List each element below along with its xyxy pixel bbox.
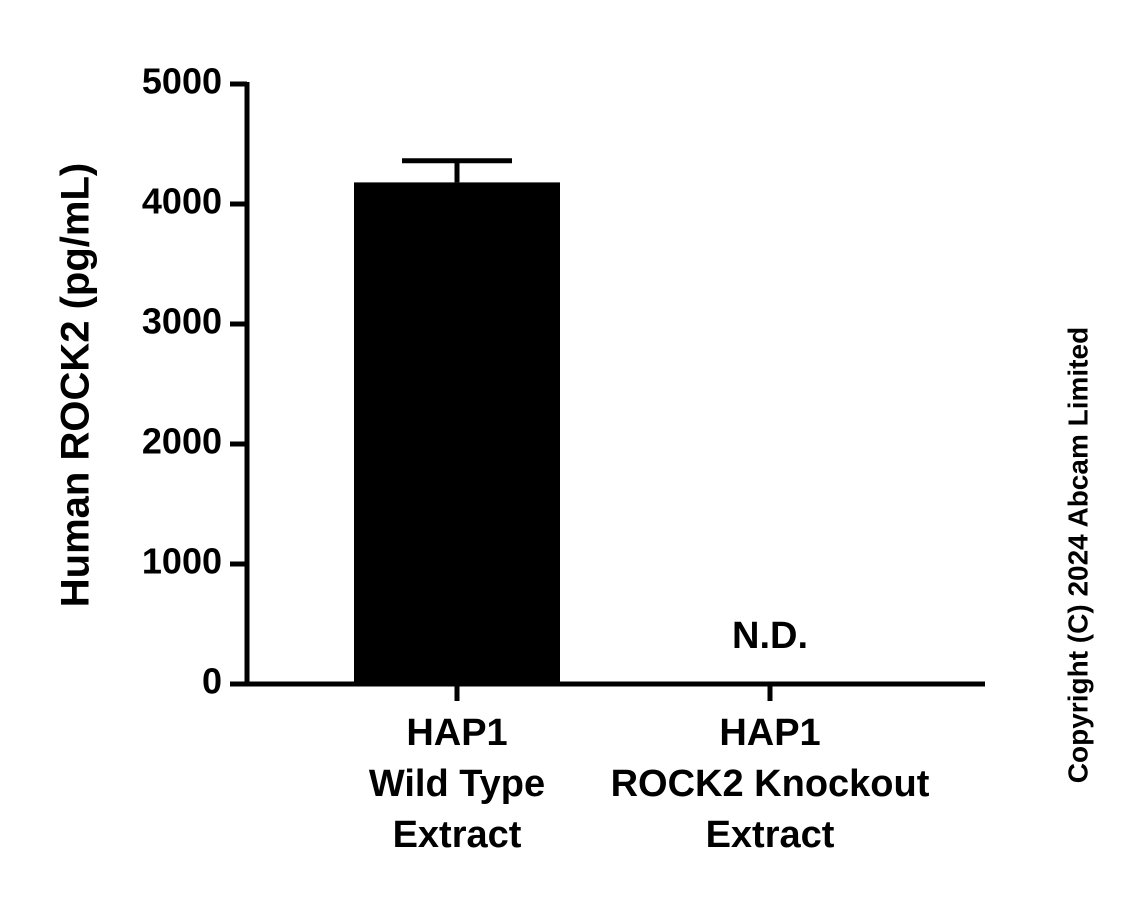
y-tick-label: 1000 xyxy=(142,541,222,582)
y-tick-label: 3000 xyxy=(142,301,222,342)
x-tick-label: Wild Type xyxy=(369,763,545,805)
x-tick-label: ROCK2 Knockout xyxy=(611,763,930,805)
x-tick-label: Extract xyxy=(706,814,835,856)
value-label: N.D. xyxy=(732,615,808,657)
x-tick-label: HAP1 xyxy=(406,712,507,754)
x-tick-label: HAP1 xyxy=(719,712,820,754)
y-tick-label: 2000 xyxy=(142,421,222,462)
y-tick-label: 0 xyxy=(202,661,222,702)
y-axis-label: Human ROCK2 (pg/mL) xyxy=(54,163,98,607)
y-tick-label: 5000 xyxy=(142,61,222,102)
copyright: Copyright (C) 2024 Abcam Limited xyxy=(1062,327,1093,783)
y-tick-label: 4000 xyxy=(142,181,222,222)
bar xyxy=(354,182,560,684)
x-tick-label: Extract xyxy=(393,814,522,856)
